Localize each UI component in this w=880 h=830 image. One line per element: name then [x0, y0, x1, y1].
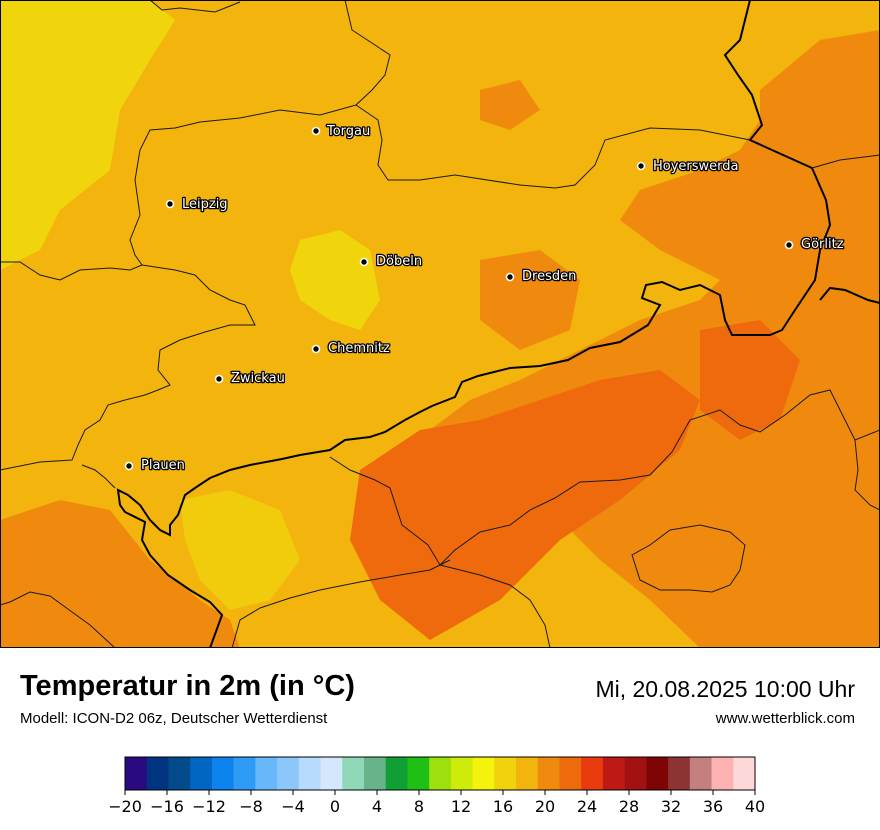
temperature-field-cool-south	[180, 490, 300, 610]
state-borders	[0, 0, 880, 648]
forecast-datetime: Mi, 20.08.2025 10:00 Uhr	[595, 676, 855, 702]
city-zwickau: Zwickau	[214, 370, 286, 387]
legend-swatch	[342, 757, 365, 790]
legend-swatch	[363, 757, 387, 790]
legend-swatch	[668, 757, 691, 790]
legend-swatch	[624, 757, 647, 790]
legend-tick-label: −16	[150, 797, 184, 816]
model-source: Modell: ICON-D2 06z, Deutscher Wetterdie…	[20, 710, 328, 727]
temperature-field-hot-czech	[350, 370, 700, 640]
legend-swatch	[298, 757, 321, 790]
legend-swatch	[168, 757, 191, 790]
legend-tick-label: 0	[330, 797, 340, 816]
legend-swatch	[385, 757, 408, 790]
legend-swatch	[689, 757, 712, 790]
legend-tick-label: 28	[619, 797, 639, 816]
temperature-field-warm-dresden	[480, 250, 580, 350]
legend-swatch	[472, 757, 495, 790]
legend-tick-label: 8	[414, 797, 424, 816]
city-dot	[311, 126, 321, 136]
legend-swatch	[450, 757, 473, 790]
city-label: Hoyerswerda	[653, 159, 739, 174]
temperature-field-warm-southwest	[0, 500, 240, 648]
legend-swatch	[320, 757, 343, 790]
city-label: Plauen	[141, 458, 185, 473]
website-link[interactable]: www.wetterblick.com	[715, 710, 855, 727]
legend-tick-label: 40	[745, 797, 765, 816]
legend-swatches	[125, 757, 756, 790]
legend-swatch	[711, 757, 734, 790]
city-dot	[165, 199, 175, 209]
city-label: Dresden	[522, 269, 576, 284]
legend-tick-label: 4	[372, 797, 382, 816]
city-torgau: Torgau	[311, 123, 372, 140]
temperature-field-hot-east	[700, 320, 800, 440]
legend-swatch	[233, 757, 256, 790]
legend-swatch	[277, 757, 300, 790]
legend-tick-label: 24	[577, 797, 597, 816]
city-dot	[636, 161, 646, 171]
legend-tick-label: −8	[239, 797, 263, 816]
legend-swatch	[494, 757, 517, 790]
color-legend: −20 −16 −12 −8 −4 0 4 8 12 16 20 24 28 32 36 40	[110, 756, 765, 816]
legend-swatch	[537, 757, 560, 790]
legend-swatch	[407, 757, 430, 790]
city-label: Torgau	[326, 124, 370, 139]
city-leipzig: Leipzig	[165, 196, 229, 213]
temperature-map: Torgau Hoyerswerda Leipzig Görlitz Döbel…	[0, 0, 880, 648]
legend-tick-label: 12	[451, 797, 471, 816]
city-dot	[311, 344, 321, 354]
legend-tick-label: 36	[703, 797, 723, 816]
legend-swatch	[211, 757, 235, 790]
legend-swatch	[190, 757, 213, 790]
legend-swatch	[733, 757, 756, 790]
city-goerlitz: Görlitz	[784, 236, 845, 253]
city-label: Görlitz	[801, 237, 844, 252]
city-label: Zwickau	[231, 371, 285, 386]
legend-tick-label: 32	[661, 797, 681, 816]
city-hoyerswerda: Hoyerswerda	[636, 158, 740, 175]
legend-tick-label: −20	[110, 797, 142, 816]
legend-swatch	[516, 757, 539, 790]
city-dresden: Dresden	[505, 268, 578, 285]
city-dot	[784, 240, 794, 250]
legend-swatch	[125, 757, 148, 790]
legend-tick-label: −12	[192, 797, 226, 816]
legend-tick-label: −4	[281, 797, 305, 816]
city-dot	[359, 257, 369, 267]
legend-tick-label: 16	[493, 797, 513, 816]
temperature-field-cool-west	[0, 0, 175, 270]
temperature-field-cool-central	[290, 230, 380, 330]
city-label: Leipzig	[182, 197, 228, 212]
city-plauen: Plauen	[124, 457, 186, 474]
city-label: Chemnitz	[328, 341, 390, 356]
city-dot	[124, 461, 134, 471]
legend-swatch	[255, 757, 278, 790]
city-chemnitz: Chemnitz	[311, 340, 391, 357]
city-dot	[505, 272, 515, 282]
legend-swatch	[581, 757, 604, 790]
legend-swatch	[646, 757, 669, 790]
city-dot	[214, 374, 224, 384]
map-title: Temperatur in 2m (in °C)	[20, 670, 355, 702]
legend-frame	[124, 756, 756, 791]
legend-swatch	[429, 757, 452, 790]
legend-swatch	[146, 757, 169, 790]
legend-ticks: −20 −16 −12 −8 −4 0 4 8 12 16 20 24 28 32 36 40	[110, 790, 765, 816]
legend-swatch	[602, 757, 626, 790]
city-label: Döbeln	[376, 254, 422, 269]
legend-tick-label: 20	[535, 797, 555, 816]
national-borders	[116, 0, 880, 648]
temperature-field-warm-northeast	[480, 80, 540, 130]
legend-swatch	[559, 757, 582, 790]
city-doebeln: Döbeln	[359, 253, 423, 270]
